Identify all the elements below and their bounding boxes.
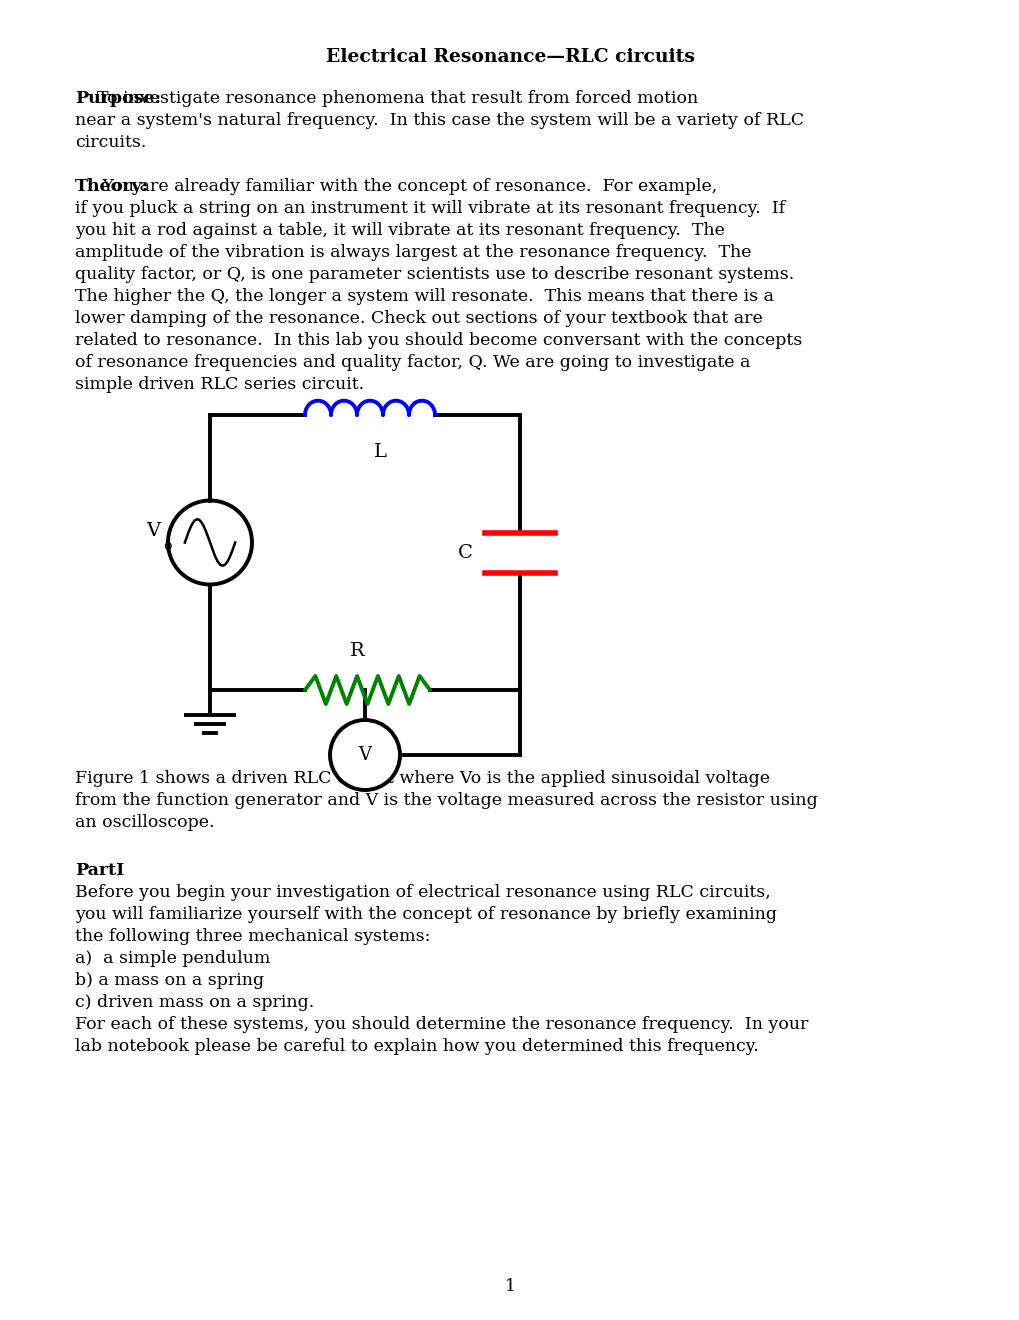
Text: amplitude of the vibration is always largest at the resonance frequency.  The: amplitude of the vibration is always lar… [75,244,751,261]
Text: The higher the Q, the longer a system will resonate.  This means that there is a: The higher the Q, the longer a system wi… [75,288,773,305]
Text: To investigate resonance phenomena that result from forced motion: To investigate resonance phenomena that … [75,90,698,107]
Text: lower damping of the resonance. Check out sections of your textbook that are: lower damping of the resonance. Check ou… [75,310,762,327]
Text: quality factor, or Q, is one parameter scientists use to describe resonant syste: quality factor, or Q, is one parameter s… [75,267,794,282]
Text: c) driven mass on a spring.: c) driven mass on a spring. [75,994,314,1011]
Text: Theory:: Theory: [75,178,149,195]
Text: o: o [163,540,172,553]
Text: 1: 1 [504,1278,515,1295]
Text: near a system's natural frequency.  In this case the system will be a variety of: near a system's natural frequency. In th… [75,112,803,129]
Text: R: R [350,642,365,660]
Text: Electrical Resonance—RLC circuits: Electrical Resonance—RLC circuits [325,48,694,66]
Circle shape [330,719,399,789]
Text: L: L [373,444,386,461]
Text: you will familiarize yourself with the concept of resonance by briefly examining: you will familiarize yourself with the c… [75,906,776,923]
Text: For each of these systems, you should determine the resonance frequency.  In you: For each of these systems, you should de… [75,1016,808,1034]
Text: a)  a simple pendulum: a) a simple pendulum [75,950,270,968]
Text: PartI: PartI [75,862,124,879]
Text: V: V [146,521,160,540]
Text: V: V [358,746,371,764]
Text: from the function generator and V is the voltage measured across the resistor us: from the function generator and V is the… [75,792,817,809]
Text: an oscilloscope.: an oscilloscope. [75,814,214,832]
Text: simple driven RLC series circuit.: simple driven RLC series circuit. [75,376,364,393]
Text: if you pluck a string on an instrument it will vibrate at its resonant frequency: if you pluck a string on an instrument i… [75,201,785,216]
Text: Figure 1 shows a driven RLC circuit where Vo is the applied sinusoidal voltage: Figure 1 shows a driven RLC circuit wher… [75,770,769,787]
Text: C: C [458,544,472,561]
Text: Before you begin your investigation of electrical resonance using RLC circuits,: Before you begin your investigation of e… [75,884,770,902]
Text: the following three mechanical systems:: the following three mechanical systems: [75,928,430,945]
Text: Purpose:: Purpose: [75,90,161,107]
Text: You are already familiar with the concept of resonance.  For example,: You are already familiar with the concep… [75,178,716,195]
Text: related to resonance.  In this lab you should become conversant with the concept: related to resonance. In this lab you sh… [75,333,802,348]
Text: circuits.: circuits. [75,135,147,150]
Text: lab notebook please be careful to explain how you determined this frequency.: lab notebook please be careful to explai… [75,1038,758,1055]
Text: of resonance frequencies and quality factor, Q. We are going to investigate a: of resonance frequencies and quality fac… [75,354,750,371]
Text: b) a mass on a spring: b) a mass on a spring [75,972,264,989]
Text: you hit a rod against a table, it will vibrate at its resonant frequency.  The: you hit a rod against a table, it will v… [75,222,725,239]
